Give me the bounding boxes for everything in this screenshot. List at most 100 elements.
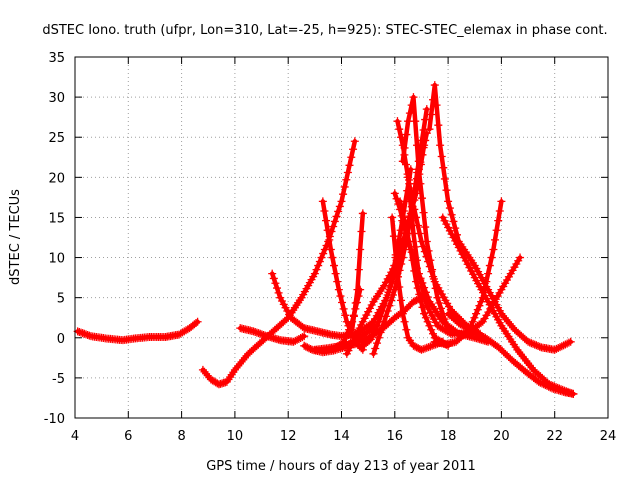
data-point	[396, 197, 405, 206]
x-axis-label: GPS time / hours of day 213 of year 2011	[206, 459, 476, 474]
data-point	[285, 310, 294, 319]
data-point	[390, 189, 399, 198]
data-point	[476, 331, 485, 340]
data-point	[539, 380, 548, 389]
data-point	[240, 353, 249, 362]
data-point	[468, 317, 477, 326]
data-point	[277, 297, 286, 306]
x-tick-label: 12	[280, 429, 297, 444]
data-point	[339, 190, 348, 199]
data-point	[566, 337, 575, 346]
data-point	[398, 253, 407, 262]
data-point	[429, 315, 438, 324]
data-point	[552, 344, 561, 353]
data-point	[235, 359, 244, 368]
data-point	[368, 331, 377, 340]
data-point	[373, 339, 382, 348]
data-point	[429, 274, 438, 283]
data-point	[436, 141, 445, 150]
data-point	[427, 110, 436, 119]
data-point	[341, 311, 350, 320]
data-point	[365, 304, 374, 313]
data-point	[298, 322, 307, 331]
data-point	[294, 334, 303, 343]
data-point	[434, 121, 443, 130]
data-point	[465, 263, 474, 272]
data-point	[438, 324, 447, 333]
data-point	[435, 299, 444, 308]
data-point	[414, 165, 423, 174]
data-point	[234, 361, 243, 370]
data-point	[348, 325, 357, 334]
data-point	[430, 81, 439, 90]
data-point	[419, 126, 428, 135]
data-point	[419, 288, 428, 297]
x-tick-label: 8	[177, 429, 185, 444]
x-tick-label: 20	[493, 429, 510, 444]
data-point	[350, 137, 359, 146]
data-point	[470, 313, 479, 322]
data-point	[427, 325, 436, 334]
data-point	[473, 305, 482, 314]
data-point	[442, 186, 451, 195]
data-point	[463, 260, 472, 269]
data-point	[419, 345, 428, 354]
data-point	[428, 341, 437, 350]
data-point	[279, 300, 288, 309]
data-point	[337, 197, 346, 206]
data-point	[444, 197, 453, 206]
data-point	[442, 220, 451, 229]
y-tick-label: 5	[57, 292, 65, 307]
data-point	[452, 240, 461, 249]
data-point	[334, 285, 343, 294]
data-point	[466, 326, 475, 335]
data-point	[428, 311, 437, 320]
data-point	[461, 256, 470, 265]
data-point	[422, 105, 431, 114]
data-point	[335, 202, 344, 211]
data-point	[426, 308, 435, 317]
data-point	[373, 321, 382, 330]
data-point	[424, 246, 433, 255]
x-tick-label: 14	[333, 429, 350, 444]
data-point	[554, 344, 563, 353]
y-axis-label: dSTEC / TECUs	[8, 189, 23, 285]
data-point	[407, 101, 416, 110]
data-point	[524, 337, 533, 346]
data-point	[367, 301, 376, 310]
data-point	[541, 381, 550, 390]
data-point	[274, 288, 283, 297]
data-point	[296, 334, 305, 343]
data-point	[425, 125, 434, 134]
data-point	[413, 221, 422, 230]
data-point	[463, 324, 472, 333]
data-point	[416, 179, 425, 188]
data-point	[312, 265, 321, 274]
data-point	[500, 313, 509, 322]
data-point	[271, 279, 280, 288]
data-point	[426, 256, 435, 265]
data-point	[391, 250, 400, 259]
data-point	[332, 212, 341, 221]
y-tick-label: 20	[48, 171, 65, 186]
data-point	[310, 269, 319, 278]
data-point	[421, 344, 430, 353]
data-point	[349, 145, 358, 154]
data-point	[561, 340, 570, 349]
data-point	[365, 336, 374, 345]
data-point	[440, 174, 449, 183]
data-point	[400, 143, 409, 152]
data-point	[398, 157, 407, 166]
data-point	[330, 261, 339, 270]
data-point	[525, 338, 534, 347]
data-point	[349, 312, 358, 321]
data-point	[505, 319, 514, 328]
data-point	[381, 312, 390, 321]
data-point	[464, 325, 473, 334]
data-point	[449, 233, 458, 242]
data-point	[569, 389, 578, 398]
data-point	[387, 296, 396, 305]
data-point	[441, 326, 450, 335]
data-point	[436, 304, 445, 313]
